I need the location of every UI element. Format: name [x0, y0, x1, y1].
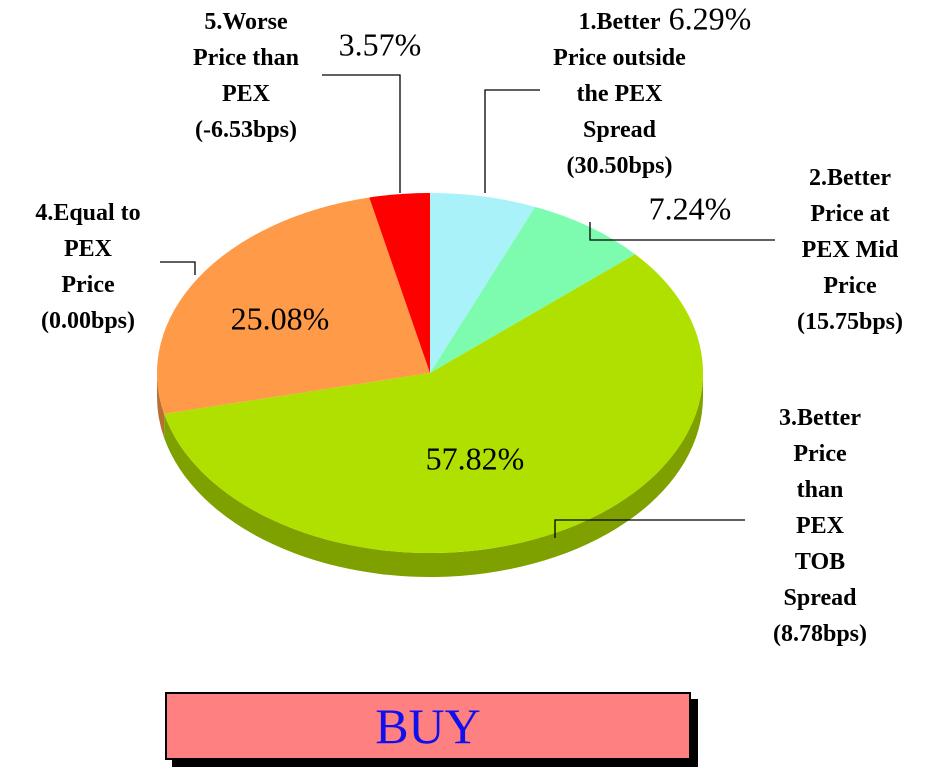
category-label: 1.Better Price outside the PEX Spread (3… — [553, 9, 686, 179]
value-label: 25.08% — [231, 300, 330, 336]
value-label: 3.57% — [339, 26, 422, 62]
category-label: 2.Better Price at PEX Mid Price (15.75bp… — [796, 165, 904, 335]
slice — [430, 206, 636, 373]
value-label: 6.29% — [669, 0, 752, 36]
slice — [430, 193, 536, 373]
leader-line — [554, 519, 745, 538]
category-label: 3.Better Price than PEX TOB Spread (8.78… — [772, 405, 868, 647]
leader-line — [589, 222, 775, 241]
category-label: 4.Equal to PEX Price (0.00bps) — [35, 200, 141, 334]
value-label: 57.82% — [426, 440, 525, 476]
slice — [369, 193, 430, 373]
slice-side — [157, 373, 165, 438]
slice — [164, 254, 703, 554]
side-button: BUY — [165, 692, 691, 760]
leader-line — [322, 74, 401, 193]
leader-line — [160, 261, 196, 275]
leader-line — [484, 89, 540, 193]
slice — [157, 197, 431, 414]
category-label: 5.Worse Price than PEX (-6.53bps) — [193, 9, 299, 143]
value-label: 7.24% — [649, 190, 732, 226]
chart: 6.29% 7.24% 57.82% 25.08% 3.57% — [157, 0, 775, 577]
